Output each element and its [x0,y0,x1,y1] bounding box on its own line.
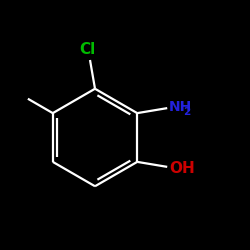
Text: Cl: Cl [80,42,96,57]
Text: NH: NH [169,100,192,114]
Text: 2: 2 [183,107,190,117]
Text: OH: OH [169,161,195,176]
